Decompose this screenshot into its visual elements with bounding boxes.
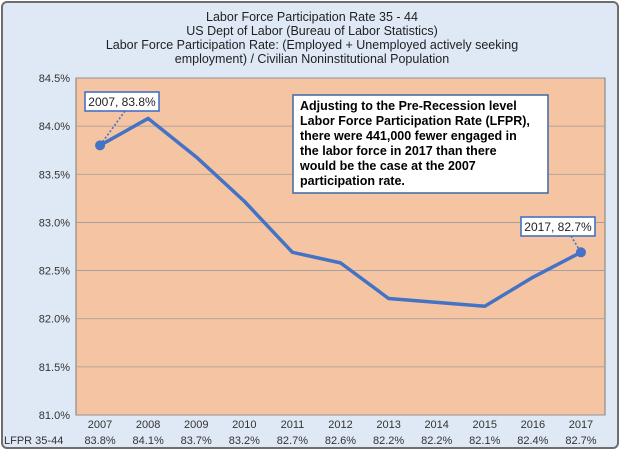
callout-label: 2007, 83.8% [88, 95, 156, 109]
x-tick-label: 2012 [328, 419, 352, 431]
table-cell: 84.1% [133, 435, 164, 447]
gridlines [76, 77, 605, 416]
x-tick-label: 2015 [473, 419, 497, 431]
annotation-line: there were 441,000 fewer engaged in [300, 129, 517, 143]
y-tick-label: 84.0% [39, 121, 70, 133]
chart-title: Labor Force Participation Rate 35 - 44US… [106, 10, 518, 66]
x-tick-label: 2013 [376, 419, 400, 431]
annotation-line: would be the case at the 2007 [299, 159, 476, 173]
annotation-box-frame [292, 94, 549, 194]
y-tick-label: 83.5% [39, 169, 70, 181]
y-tick-label: 82.0% [39, 314, 70, 326]
y-tick-label: 83.0% [39, 217, 70, 229]
annotation-line: Labor Force Participation Rate (LFPR), [300, 114, 530, 128]
annotation-box: Adjusting to the Pre-Recession levelLabo… [292, 94, 549, 194]
annotation-line: the labor force in 2017 than there [300, 144, 497, 158]
x-tick-label: 2011 [281, 419, 305, 431]
table-row-label: LFPR 35-44 [4, 435, 63, 447]
series-line-path [99, 116, 582, 308]
callout-leader [99, 110, 126, 146]
table-cell: 82.4% [517, 435, 548, 447]
title-line-2: US Dept of Labor (Bureau of Labor Statis… [186, 24, 438, 38]
table-cell: 82.7% [565, 435, 596, 447]
title-line-4: employment) / Civilian Noninstitutional … [175, 52, 449, 66]
y-tick-label: 81.5% [39, 362, 70, 374]
x-tick-label: 2007 [88, 419, 112, 431]
table-cell: 83.2% [229, 435, 260, 447]
data-point-marker [95, 140, 106, 151]
table-cell: 82.2% [421, 435, 452, 447]
y-tick-label: 82.5% [39, 266, 70, 278]
table-cell: 82.6% [325, 435, 356, 447]
x-tick-label: 2014 [424, 419, 448, 431]
x-tick-label: 2010 [232, 419, 256, 431]
callout-label: 2017, 82.7% [524, 220, 592, 234]
callout-box [84, 91, 160, 112]
data-point-marker [575, 247, 586, 258]
table-cell: 83.8% [84, 435, 115, 447]
table-cell: 82.2% [373, 435, 404, 447]
data-table: LFPR 35-44 83.8% 84.1% 83.7% 83.2% 82.7% 82.6%… [4, 435, 597, 447]
annotation-line: Adjusting to the Pre-Recession level [300, 99, 517, 113]
x-axis-ticks: 2007 2008 2009 2010 2011 2012 2013 2014 2015 2016… [88, 419, 593, 431]
table-cell: 82.7% [277, 435, 308, 447]
y-tick-label: 81.0% [39, 410, 70, 422]
y-axis-ticks: 81.0% 81.5% 82.0% 82.5% 83.0% 83.5% 84.0% 84.5% [39, 73, 70, 422]
callouts: 2007, 83.8% 2017, 82.7% [84, 91, 596, 258]
table-cell: 82.1% [469, 435, 500, 447]
title-line-3: Labor Force Participation Rate: (Employe… [106, 38, 518, 52]
title-line-1: Labor Force Participation Rate 35 - 44 [206, 10, 418, 24]
callout-leader [570, 235, 582, 253]
annotation-line: participation rate. [300, 174, 405, 188]
y-tick-label: 84.5% [39, 73, 70, 85]
x-tick-label: 2009 [184, 419, 208, 431]
x-tick-label: 2016 [521, 419, 545, 431]
x-tick-label: 2017 [569, 419, 593, 431]
table-cell: 83.7% [181, 435, 212, 447]
series-line [99, 116, 582, 308]
callout-box [520, 216, 596, 237]
x-tick-label: 2008 [136, 419, 160, 431]
